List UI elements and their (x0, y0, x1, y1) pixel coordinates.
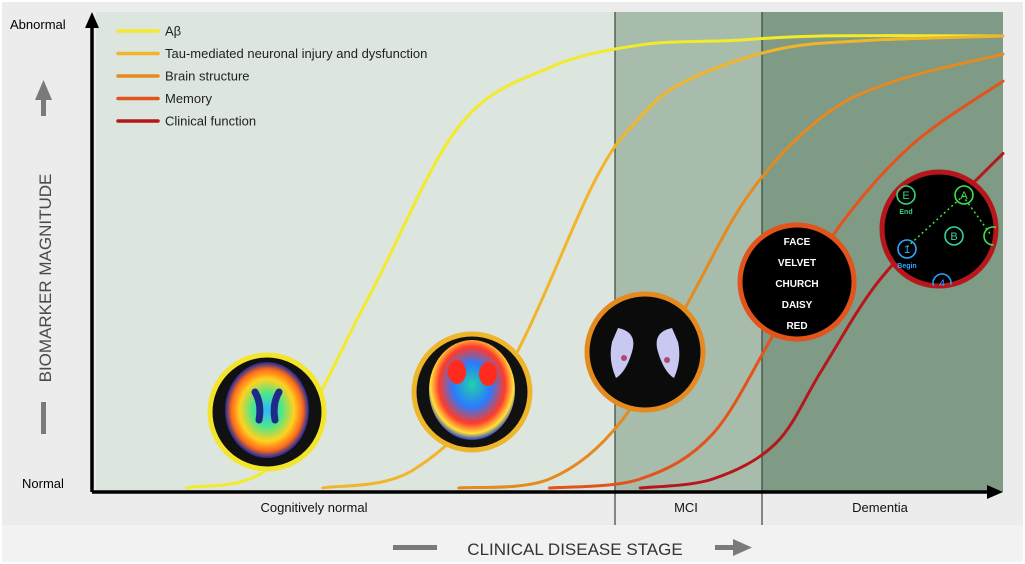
trail-making-inset: E End A B 1 Begin 4 (879, 169, 999, 290)
trail-node-a (954, 185, 974, 205)
legend-label: Aβ (165, 24, 181, 39)
caption-band (2, 525, 1023, 562)
y-axis-title-group: BIOMARKER MAGNITUDE (35, 80, 55, 434)
stage-label-dementia: Dementia (852, 500, 908, 515)
legend-label: Tau-mediated neuronal injury and dysfunc… (165, 46, 427, 61)
y-arrow-up-head (35, 80, 52, 100)
hippocampus-left (610, 328, 634, 378)
y-arrow-up-shaft (41, 100, 46, 116)
word-list-item: FACE (784, 237, 811, 248)
tau-pet-hotspot-right (479, 362, 497, 386)
tau-pet-hotspot-left (448, 360, 466, 384)
trail-node-4 (932, 273, 952, 286)
legend-label: Brain structure (165, 69, 250, 84)
legend-label: Clinical function (165, 114, 256, 129)
x-axis-title: CLINICAL DISEASE STAGE (467, 540, 682, 559)
stage-label-mci: MCI (674, 500, 698, 515)
y-tick-label-abnormal: Abnormal (10, 17, 66, 32)
series-line-3 (457, 52, 1005, 490)
x-arrow-right-shaft (715, 545, 735, 550)
x-arrow-right-head (733, 539, 752, 556)
word-list-ring (737, 222, 857, 342)
x-axis-arrowhead (987, 485, 1003, 499)
word-list-item: CHURCH (775, 279, 818, 290)
amyloid-pet-inset (207, 352, 327, 472)
trail-node-b-label: B (950, 231, 957, 243)
trail-node-e-label: E (902, 190, 909, 202)
tau-pet-inset (411, 331, 533, 453)
series-line-2 (321, 34, 1005, 490)
trail-begin-label: Begin (897, 263, 916, 270)
y-tick-label-normal: Normal (22, 476, 64, 491)
amyloid-pet-brain (225, 362, 309, 458)
amyloid-pet-ventricles (251, 388, 283, 424)
x-axis-title-bar (393, 545, 437, 550)
stage-label-cognitively-normal: Cognitively normal (261, 500, 368, 515)
y-axis-title: BIOMARKER MAGNITUDE (36, 174, 55, 383)
trail-node-1 (897, 239, 917, 259)
hippocampus-atrophy-dot (621, 355, 627, 361)
trail-dotted-path (906, 194, 992, 248)
trail-end-label: End (899, 209, 912, 216)
region-mci (615, 12, 762, 492)
y-axis-title-bar (41, 402, 46, 434)
hippocampus-right (656, 328, 680, 378)
trail-node-c (983, 226, 996, 246)
hippocampus-atrophy-dot (664, 357, 670, 363)
legend: Aβ Tau-mediated neuronal injury and dysfu… (116, 24, 427, 129)
word-list-item: VELVET (778, 258, 816, 269)
region-cognitively-normal (96, 12, 615, 492)
trail-node-b (944, 226, 964, 246)
word-list-item: DAISY (782, 300, 813, 311)
y-axis-arrowhead (85, 12, 99, 28)
trail-node-1-label: 1 (904, 244, 910, 256)
trail-node-a-label: A (960, 190, 968, 202)
tau-pet-brain (429, 340, 515, 440)
word-list-item: RED (786, 321, 807, 332)
word-list-inset: FACE VELVET CHURCH DAISY RED (737, 222, 857, 342)
trail-node-4-label: 4 (939, 278, 945, 290)
hippocampus-inset (584, 291, 706, 413)
legend-label: Memory (165, 91, 212, 106)
trail-node-e (896, 185, 916, 205)
hippocampus-ring (584, 291, 706, 413)
